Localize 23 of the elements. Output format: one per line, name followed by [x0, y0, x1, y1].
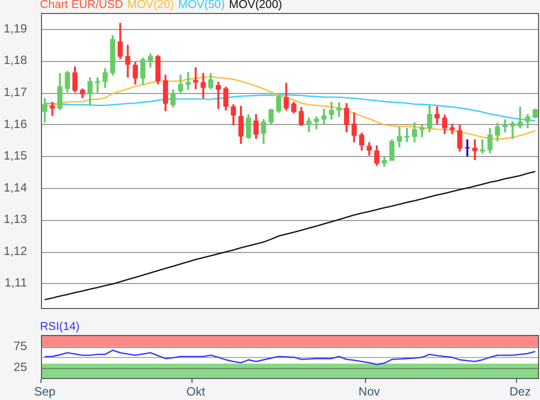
candlestick: [404, 128, 410, 142]
x-tick-label: Sep: [34, 384, 56, 399]
y-tick-label: 1,19: [4, 21, 28, 36]
y-tick-label: 1,11: [4, 276, 28, 290]
y-tick-label: 1,14: [4, 180, 28, 194]
series-label: RSI(14): [40, 321, 80, 333]
candlestick: [193, 67, 198, 90]
candlestick: [464, 139, 470, 157]
y-tick-label: 1,18: [4, 53, 28, 68]
text: MOV(200): [229, 0, 282, 11]
x-tick-label: Nov: [358, 384, 380, 399]
text: MOV(20): [127, 0, 174, 11]
y-tick-label: 1,12: [4, 244, 28, 258]
y-tick-label: 1,13: [4, 212, 28, 226]
y-tick-label: 1,17: [4, 84, 28, 99]
text: MOV(50): [178, 0, 225, 11]
x-tick-label: Dez: [509, 384, 531, 399]
chart-title: Chart EUR/USD: [40, 0, 124, 11]
y-tick-label: 25: [14, 360, 28, 374]
y-tick-label: 75: [14, 339, 28, 354]
y-tick-label: 1,15: [4, 148, 28, 163]
x-tick-label: Okt: [186, 384, 206, 399]
y-tick-label: 1,16: [4, 116, 28, 131]
